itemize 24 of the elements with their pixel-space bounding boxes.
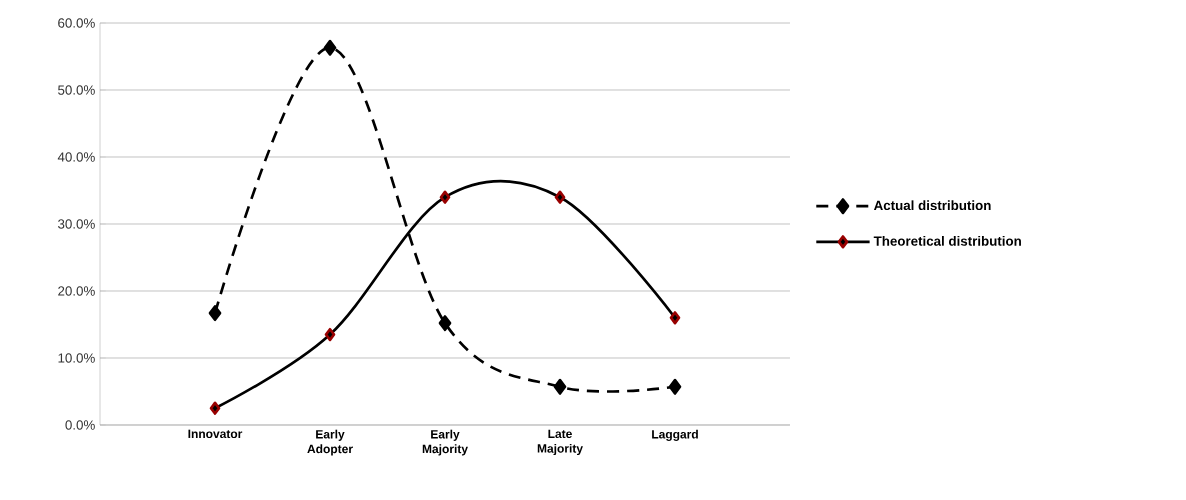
legend-label: Theoretical distribution (873, 236, 1021, 246)
point (553, 378, 567, 395)
point (438, 315, 452, 332)
point (439, 190, 451, 204)
x-tick-label: Laggard (652, 429, 698, 441)
y-tick-label: 10.0% (58, 353, 95, 363)
point (668, 378, 682, 395)
y-tick-label: 50.0% (58, 85, 95, 95)
y-tick-label: 20.0% (58, 286, 95, 296)
point (324, 327, 336, 342)
point (209, 401, 221, 415)
y-tick-label: 0.0% (65, 420, 95, 430)
x-tick-label: Innovator (188, 429, 243, 439)
y-tick-label: 40.0% (57, 152, 95, 162)
y-tick-label: 30.0% (58, 219, 95, 229)
legend-label: Actual distribution (873, 200, 991, 211)
x-tick-label: Late Majority (537, 429, 583, 456)
x-tick-label: Early Majority (422, 429, 468, 456)
x-tick-label: Early Adopter (307, 429, 353, 456)
point (669, 311, 681, 325)
point (323, 39, 337, 56)
y-tick-label: 60.0% (58, 18, 95, 28)
point (208, 305, 222, 322)
point (554, 190, 566, 204)
